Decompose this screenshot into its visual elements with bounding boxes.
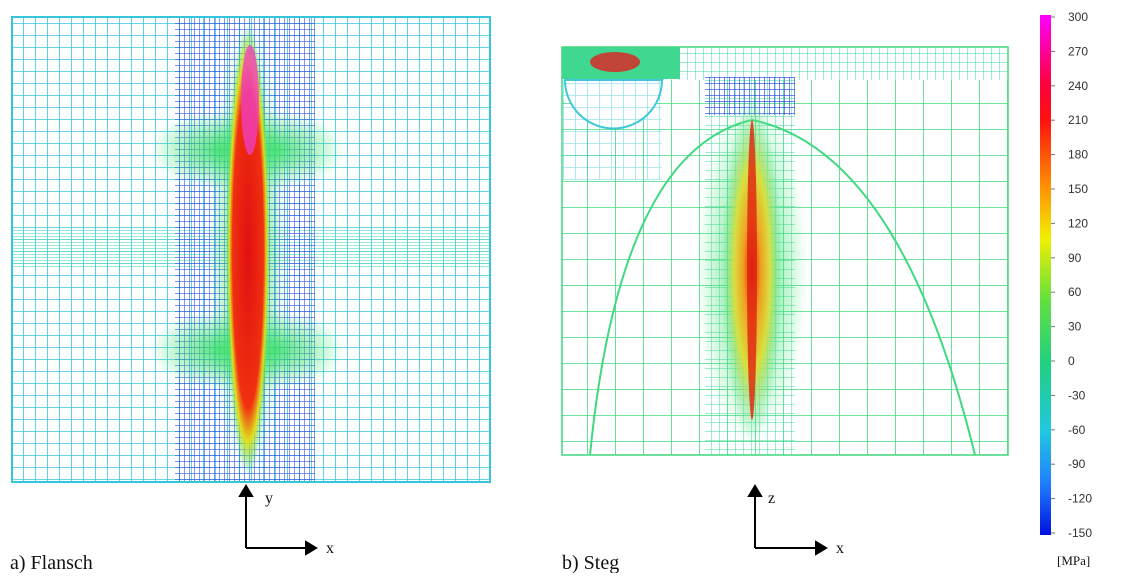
colorbar-ticks: 3002702402101801501209060300-30-60-90-12…: [1051, 10, 1092, 540]
colorbar-tick-label: 150: [1068, 182, 1088, 196]
colorbar-tick-label: -120: [1068, 492, 1092, 506]
axis-label: x: [326, 540, 334, 557]
colorbar-tick-label: 300: [1068, 10, 1088, 24]
axis-label: z: [768, 490, 775, 507]
colorbar-tick-label: 120: [1068, 216, 1088, 230]
colorbar: [1040, 15, 1051, 535]
colorbar-tick-label: 180: [1068, 148, 1088, 162]
axis-arrows: [238, 484, 828, 556]
axis-label: x: [836, 540, 844, 557]
panel-label: a) Flansch: [10, 552, 93, 573]
colorbar-tick-label: 210: [1068, 113, 1088, 127]
colorbar-tick-label: -150: [1068, 526, 1092, 540]
panel-a-plot: [11, 15, 491, 485]
colorbar-tick-label: 270: [1068, 44, 1088, 58]
colorbar-unit: [MPa]: [1057, 553, 1090, 568]
colorbar-tick-label: -90: [1068, 457, 1086, 471]
colorbar-tick-label: -60: [1068, 423, 1086, 437]
panel-label: b) Steg: [562, 552, 619, 573]
colorbar-tick-label: -30: [1068, 388, 1086, 402]
colorbar-tick-label: 60: [1068, 285, 1082, 299]
colorbar-tick-label: 240: [1068, 79, 1088, 93]
colorbar-tick-label: 90: [1068, 251, 1082, 265]
panel-b-plot: [561, 46, 1009, 456]
axis-label: y: [265, 490, 273, 507]
colorbar-tick-label: 0: [1068, 354, 1075, 368]
colorbar-tick-label: 30: [1068, 320, 1082, 334]
